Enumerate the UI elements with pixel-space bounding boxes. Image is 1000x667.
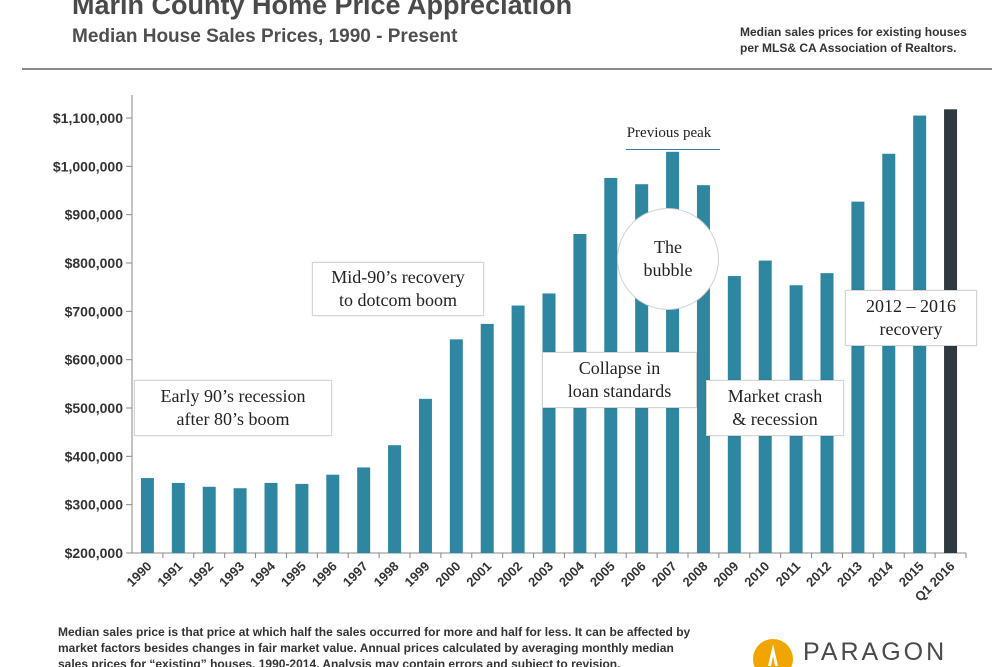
y-tick-label: $500,000 bbox=[65, 400, 124, 416]
y-tick-label: $700,000 bbox=[65, 303, 124, 319]
annotation-early-90s: Early 90’s recession after 80’s boom bbox=[134, 380, 332, 436]
x-tick-label: 2008 bbox=[680, 559, 711, 590]
annotation-market-crash-line-2: & recession bbox=[732, 409, 818, 429]
annotation-market-crash: Market crash & recession bbox=[706, 380, 844, 436]
x-tick-label: 2002 bbox=[494, 559, 525, 590]
annotation-recovery-line-1: 2012 – 2016 bbox=[866, 296, 956, 316]
x-tick-label: 2005 bbox=[587, 559, 618, 590]
bar bbox=[357, 467, 371, 553]
bar bbox=[449, 339, 463, 553]
x-tick-label: 1990 bbox=[124, 559, 155, 590]
y-tick-label: $200,000 bbox=[65, 545, 124, 561]
annotation-collapse-line-1: Collapse in bbox=[578, 358, 661, 378]
x-tick-label: 2007 bbox=[649, 559, 680, 590]
previous-peak-rule bbox=[626, 149, 720, 150]
x-tick-label: 1991 bbox=[154, 559, 185, 590]
annotation-collapse-line-2: loan standards bbox=[567, 381, 672, 401]
footnote: Median sales price is that price at whic… bbox=[58, 624, 748, 667]
chart-title: Marin County Home Price Appreciation bbox=[72, 0, 573, 20]
y-tick-label: $900,000 bbox=[65, 207, 124, 223]
bar bbox=[140, 478, 154, 553]
bar bbox=[233, 488, 247, 553]
bar bbox=[480, 323, 494, 553]
x-tick-label: 1992 bbox=[185, 559, 216, 590]
x-tick-label: 2003 bbox=[525, 559, 556, 590]
x-tick-label: 1998 bbox=[371, 559, 402, 590]
source-note-line-1: Median sales prices for existing houses bbox=[740, 25, 967, 39]
x-tick-label: 2012 bbox=[803, 559, 834, 590]
annotation-bubble-line-2: bubble bbox=[643, 260, 693, 280]
footnote-line-2: market factors besides changes in fair m… bbox=[58, 641, 674, 655]
x-tick-label: 1997 bbox=[340, 559, 371, 590]
y-tick-label: $600,000 bbox=[65, 352, 124, 368]
annotation-early-90s-line-2: after 80’s boom bbox=[176, 409, 290, 429]
annotation-bubble-line-1: The bbox=[654, 237, 682, 257]
annotation-recovery-line-2: recovery bbox=[879, 319, 943, 339]
bar bbox=[202, 486, 216, 553]
x-tick-label: 1999 bbox=[402, 559, 433, 590]
x-tick-label: 2004 bbox=[556, 558, 588, 590]
y-tick-label: $1,100,000 bbox=[53, 110, 123, 126]
bar bbox=[264, 482, 278, 553]
annotation-previous-peak: Previous peak bbox=[626, 125, 712, 141]
annotation-recovery: 2012 – 2016 recovery bbox=[845, 290, 977, 346]
x-tick-label: 2014 bbox=[865, 558, 897, 590]
annotation-mid-90s-line-1: Mid-90’s recovery bbox=[331, 267, 465, 287]
bar bbox=[418, 398, 432, 553]
x-tick-label: 1994 bbox=[247, 558, 279, 590]
x-tick-label: 2011 bbox=[773, 559, 804, 590]
y-tick-label: $400,000 bbox=[65, 448, 124, 464]
y-tick-label: $800,000 bbox=[65, 255, 124, 271]
header-divider bbox=[22, 68, 992, 70]
source-note-line-2: per MLS& CA Association of Realtors. bbox=[740, 41, 957, 55]
bar bbox=[295, 483, 309, 553]
chart-subtitle: Median House Sales Prices, 1990 - Presen… bbox=[72, 26, 458, 47]
footnote-line-1: Median sales price is that price at whic… bbox=[58, 625, 691, 639]
annotation-collapse: Collapse in loan standards bbox=[542, 352, 697, 408]
x-tick-label: 2000 bbox=[432, 559, 463, 590]
annotation-bubble: The bubble bbox=[617, 208, 719, 310]
x-tick-label: 2013 bbox=[834, 559, 865, 590]
bar bbox=[851, 201, 865, 553]
x-tick-label: 1993 bbox=[216, 559, 247, 590]
x-tick-label: 1995 bbox=[278, 559, 309, 590]
annotation-mid-90s: Mid-90’s recovery to dotcom boom bbox=[312, 262, 484, 316]
y-tick-label: $300,000 bbox=[65, 497, 124, 513]
x-tick-label: 2010 bbox=[741, 559, 772, 590]
x-tick-label: 2001 bbox=[463, 559, 494, 590]
bar bbox=[171, 482, 185, 553]
paragon-logo-text: PARAGON bbox=[803, 638, 948, 666]
source-note: Median sales prices for existing houses … bbox=[740, 24, 990, 56]
annotation-mid-90s-line-2: to dotcom boom bbox=[339, 290, 457, 310]
bar bbox=[542, 293, 556, 553]
annotation-early-90s-line-1: Early 90’s recession bbox=[160, 386, 306, 406]
footnote-line-3: sales prices for “existing” houses, 1990… bbox=[58, 657, 621, 667]
x-tick-label: 2006 bbox=[618, 559, 649, 590]
bar bbox=[388, 445, 402, 553]
bar bbox=[326, 474, 340, 553]
bar bbox=[882, 153, 896, 553]
x-tick-label: 1996 bbox=[309, 559, 340, 590]
x-tick-label: 2009 bbox=[710, 559, 741, 590]
annotation-market-crash-line-1: Market crash bbox=[727, 386, 823, 406]
y-tick-label: $1,000,000 bbox=[53, 158, 123, 174]
paragon-logo-icon bbox=[753, 639, 793, 667]
bar bbox=[511, 305, 525, 553]
